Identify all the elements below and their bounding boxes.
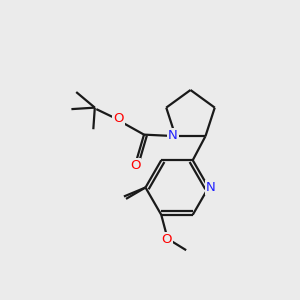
Text: O: O bbox=[130, 159, 140, 172]
Text: O: O bbox=[161, 233, 172, 246]
Text: O: O bbox=[113, 112, 124, 125]
Text: N: N bbox=[168, 129, 178, 142]
Text: N: N bbox=[206, 181, 216, 194]
